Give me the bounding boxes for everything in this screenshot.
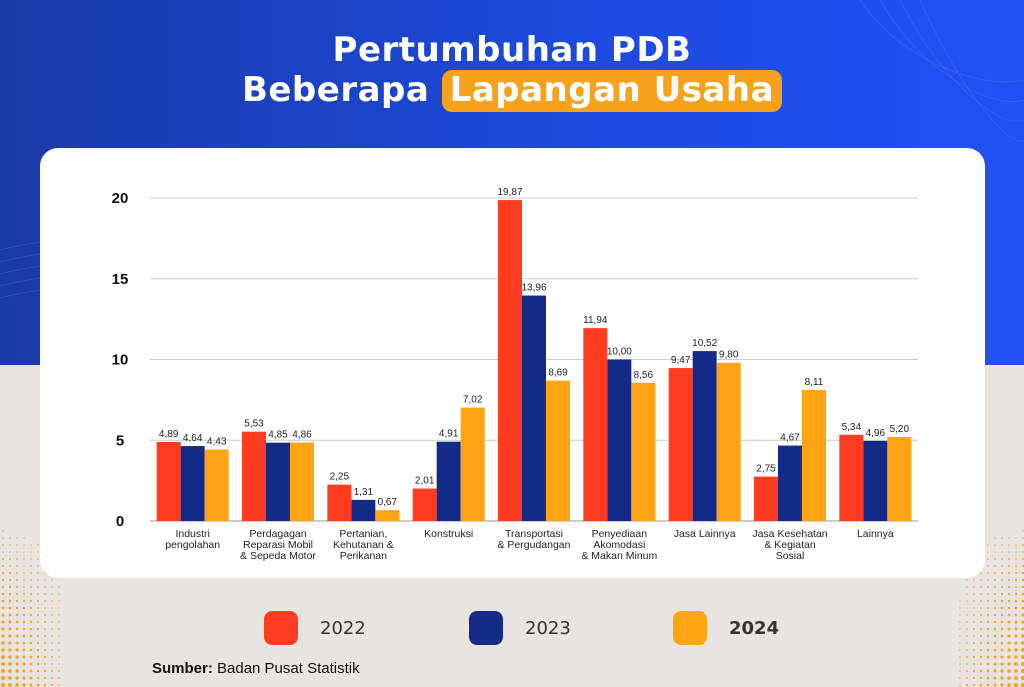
bar — [692, 351, 717, 521]
source-prefix: Sumber: — [152, 660, 213, 677]
data-label: 4,89 — [159, 429, 179, 440]
x-category-label: Jasa Lainnya — [674, 528, 736, 540]
bar-chart: 0 5 10 15 20 4,89 5,53 2,25 2,01 19,87 11,94 9,47 2,… — [112, 187, 918, 562]
bar — [180, 446, 205, 521]
data-label: 9,80 — [719, 350, 739, 361]
data-label: 4,91 — [439, 429, 459, 440]
bar — [778, 445, 802, 521]
bar — [839, 434, 864, 521]
x-category-label: pengolahan — [165, 539, 220, 551]
data-label: 4,86 — [292, 430, 312, 441]
x-category-label: & Pergudangan — [498, 539, 571, 551]
x-category-label: Transportasi — [505, 528, 563, 540]
data-label: 5,34 — [842, 422, 862, 433]
data-label: 10,00 — [607, 347, 632, 358]
legend-swatch-2024 — [673, 611, 707, 645]
legend-item-2022: 2022 — [264, 608, 366, 648]
legend-item-2024: 2024 — [673, 608, 779, 648]
x-category-label: Jasa Kesehatan — [752, 528, 827, 540]
data-label: 2,01 — [415, 476, 435, 487]
x-category-label: Kehutanan & — [333, 539, 394, 551]
bar — [498, 200, 522, 522]
bar — [412, 488, 437, 521]
bar — [242, 431, 266, 521]
legend-label-2023: 2023 — [525, 617, 571, 639]
title-highlight: Lapangan Usaha — [441, 70, 783, 112]
data-label: 2,25 — [330, 472, 350, 483]
legend-label-2022: 2022 — [320, 617, 366, 639]
x-category-label: Perdagagan — [249, 528, 306, 540]
bar — [327, 484, 352, 521]
bar — [460, 407, 485, 521]
bar — [631, 382, 656, 521]
bar — [863, 440, 888, 521]
title-line-2-prefix: Beberapa — [241, 70, 430, 110]
x-category-label: Lainnya — [857, 528, 894, 540]
y-tick-label: 15 — [112, 271, 129, 288]
data-label: 19,87 — [497, 187, 522, 198]
dot-pattern-right — [959, 530, 1024, 687]
bar — [351, 499, 376, 521]
data-label: 13,96 — [521, 283, 546, 294]
dot-pattern-left — [0, 530, 60, 687]
bar — [607, 359, 632, 521]
bar — [522, 295, 546, 521]
x-category-label: & Sepeda Motor — [240, 550, 316, 562]
page-title: Pertumbuhan PDB Beberapa Lapangan Usaha — [0, 30, 1024, 112]
data-label: 8,56 — [634, 370, 654, 381]
y-tick-label: 10 — [112, 352, 129, 369]
bar — [754, 476, 778, 521]
bar — [266, 442, 290, 521]
data-label: 4,96 — [866, 428, 886, 439]
x-category-label: Industri — [175, 528, 209, 540]
data-label: 8,11 — [805, 377, 824, 388]
legend-swatch-2023 — [469, 611, 503, 645]
bar — [668, 368, 693, 521]
bar — [716, 362, 741, 521]
legend-label-2024: 2024 — [729, 617, 780, 639]
data-label: 5,20 — [890, 424, 910, 435]
title-line-2: Beberapa Lapangan Usaha — [0, 70, 1024, 112]
y-tick-label: 0 — [116, 513, 124, 530]
data-label: 9,47 — [671, 355, 691, 366]
bar — [204, 449, 229, 521]
source-text: Badan Pusat Statistik — [212, 660, 360, 677]
legend-item-2023: 2023 — [469, 608, 571, 648]
data-label: 0,67 — [378, 497, 398, 508]
data-label: 4,64 — [183, 433, 203, 444]
title-line-1: Pertumbuhan PDB — [332, 30, 692, 70]
data-label: 4,67 — [780, 433, 800, 444]
data-label: 10,52 — [692, 338, 717, 349]
x-category-label: Konstruksi — [424, 528, 473, 540]
data-label: 5,53 — [244, 419, 264, 430]
y-tick-label: 5 — [116, 432, 124, 449]
bar — [887, 437, 912, 521]
x-category-label: Akomodasi — [593, 539, 645, 551]
x-category-label: Perikanan — [340, 550, 387, 562]
y-tick-label: 20 — [112, 190, 129, 207]
data-label: 2,75 — [756, 464, 776, 475]
x-category-label: Sosial — [776, 550, 805, 562]
data-label: 1,31 — [354, 487, 374, 498]
bar — [546, 380, 570, 521]
data-label: 4,85 — [268, 430, 288, 441]
data-label: 8,69 — [548, 368, 568, 379]
x-category-label: Reparasi Mobil — [243, 539, 313, 551]
bar — [290, 442, 314, 521]
legend: 2022 2023 2024 — [0, 608, 1024, 648]
bar — [583, 328, 608, 521]
x-category-label: & Makan Minum — [581, 550, 657, 562]
data-label: 7,02 — [463, 395, 483, 406]
legend-swatch-2022 — [264, 611, 298, 645]
bar — [156, 442, 181, 521]
x-category-label: & Kegiatan — [764, 539, 816, 551]
x-category-label: Penyediaan — [592, 528, 648, 540]
source-note: Sumber: Badan Pusat Statistik — [152, 660, 360, 677]
bar — [436, 441, 461, 521]
bar — [375, 510, 400, 521]
data-label: 4,43 — [207, 436, 227, 447]
data-label: 11,94 — [583, 315, 608, 326]
x-category-label: Pertanian, — [339, 528, 387, 540]
bar — [802, 390, 826, 521]
